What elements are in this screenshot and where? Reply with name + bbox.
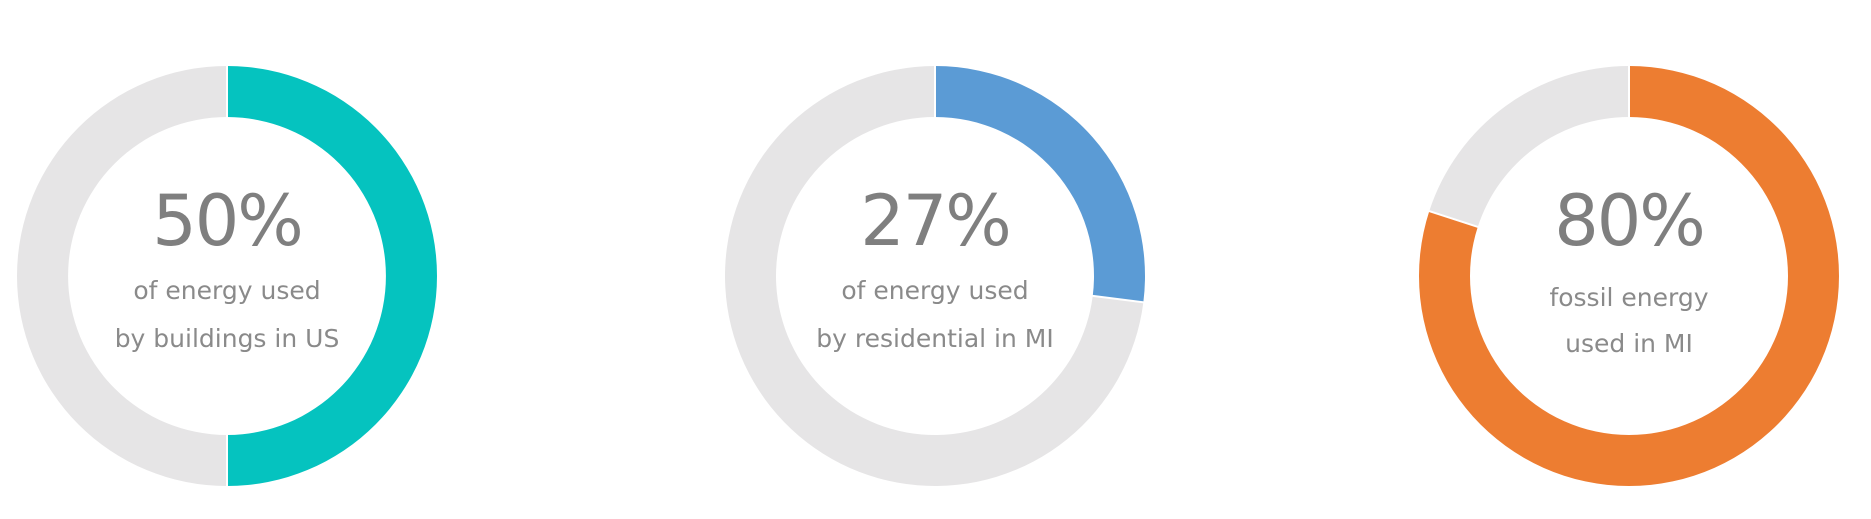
donut-chart-fossil-mi: 80% fossil energy used in MI <box>1419 65 1839 486</box>
caption-line-1: of energy used <box>841 276 1029 305</box>
donut-value-segment <box>227 66 437 486</box>
donut-ring-buildings-us <box>16 65 437 487</box>
percentage-value: 27% <box>860 180 1012 262</box>
segment-separator <box>1428 209 1480 229</box>
donut-track-segment <box>1429 66 1629 227</box>
caption-line-2: by residential in MI <box>816 324 1054 353</box>
caption-line-1: fossil energy <box>1549 283 1709 312</box>
donut-value-segment <box>935 66 1145 303</box>
percentage-value: 50% <box>152 180 304 262</box>
donut-chart-buildings-us: 50% of energy used by buildings in US <box>16 65 437 487</box>
caption-line-2: used in MI <box>1565 329 1693 358</box>
segment-separator <box>1091 294 1145 304</box>
donut-chart-residential-mi: 27% of energy used by residential in MI <box>725 65 1145 487</box>
donut-track-segment <box>16 66 228 486</box>
donut-ring-residential-mi <box>725 65 1145 487</box>
donut-ring-fossil-mi <box>1419 65 1839 486</box>
caption-line-1: of energy used <box>133 276 321 305</box>
percentage-value: 80% <box>1554 180 1706 262</box>
caption-line-2: by buildings in US <box>114 324 340 353</box>
